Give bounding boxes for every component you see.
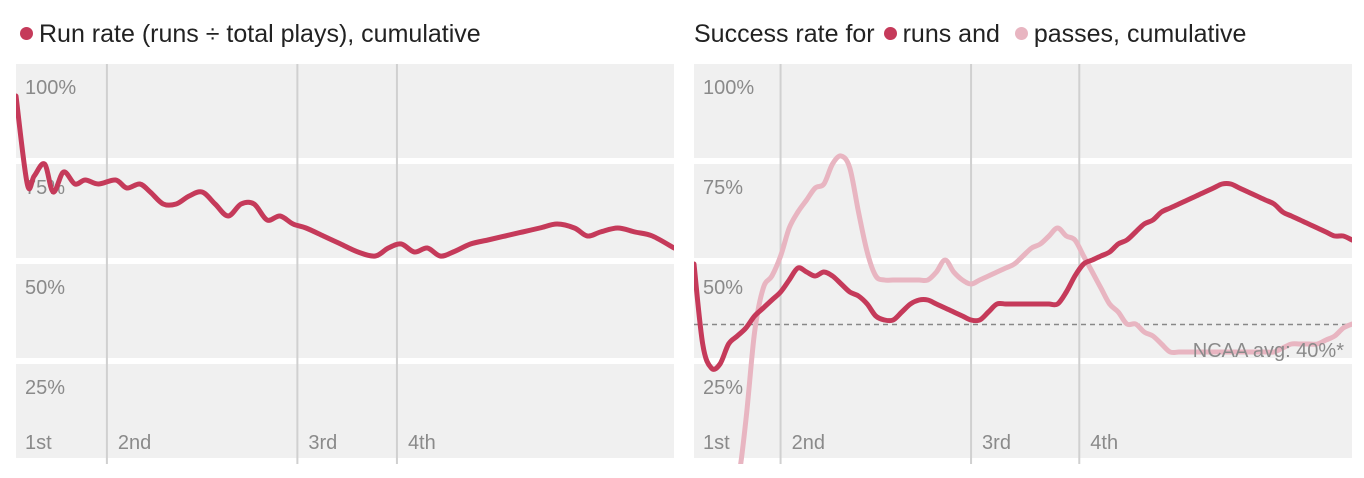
run-rate-chart: 100%75%50%25%1st 2nd 3rd 4th <box>16 64 674 464</box>
y-tick-label: 25% <box>25 377 65 399</box>
ncaa-average-label: NCAA avg: 40%* <box>1193 340 1344 362</box>
quarter-label: 4th <box>408 432 436 454</box>
quarter-label: 2nd <box>792 432 825 454</box>
y-tick-label: 75% <box>703 177 743 199</box>
quarter-label: 3rd <box>982 432 1011 454</box>
left-title-text: Run rate (runs ÷ total plays), cumulativ… <box>39 20 481 48</box>
y-tick-label: 50% <box>703 277 743 299</box>
y-tick-label: 100% <box>703 77 754 99</box>
series-line-passes <box>738 153 1352 464</box>
y-tick-label: 25% <box>703 377 743 399</box>
series-line-runs <box>694 180 1352 372</box>
band-0 <box>16 64 674 158</box>
success-rate-chart: 100% 75% 50% 25% 1st 2nd 3rd 4th NCAA avg: 40%* <box>694 64 1352 464</box>
quarter-label: 2nd <box>118 432 151 454</box>
series-line-run <box>16 93 674 259</box>
band-0 <box>694 64 1352 158</box>
left-chart-title: Run rate (runs ÷ total plays), cumulativ… <box>18 20 481 49</box>
right-chart-title: Success rate for runs and passes, cumula… <box>694 20 1246 49</box>
quarter-label: 4th <box>1090 432 1118 454</box>
quarter-label: 1st <box>25 432 52 454</box>
right-title-post: passes, cumulative <box>1033 20 1247 48</box>
right-title-pre: Success rate for <box>694 20 875 48</box>
band-3 <box>16 364 674 458</box>
band-1 <box>694 164 1352 258</box>
quarter-label: 3rd <box>308 432 337 454</box>
quarter-label: 1st <box>703 432 730 454</box>
run-legend-dot <box>20 27 33 41</box>
band-1 <box>16 164 674 258</box>
band-2 <box>16 264 674 358</box>
y-tick-label: 50% <box>25 277 65 299</box>
band-2 <box>694 264 1352 358</box>
runs-legend-dot <box>883 27 897 41</box>
right-title-mid: runs and <box>902 20 1000 48</box>
passes-legend-dot <box>1014 27 1028 41</box>
band-3 <box>694 364 1352 458</box>
y-tick-label: 100% <box>25 77 76 99</box>
